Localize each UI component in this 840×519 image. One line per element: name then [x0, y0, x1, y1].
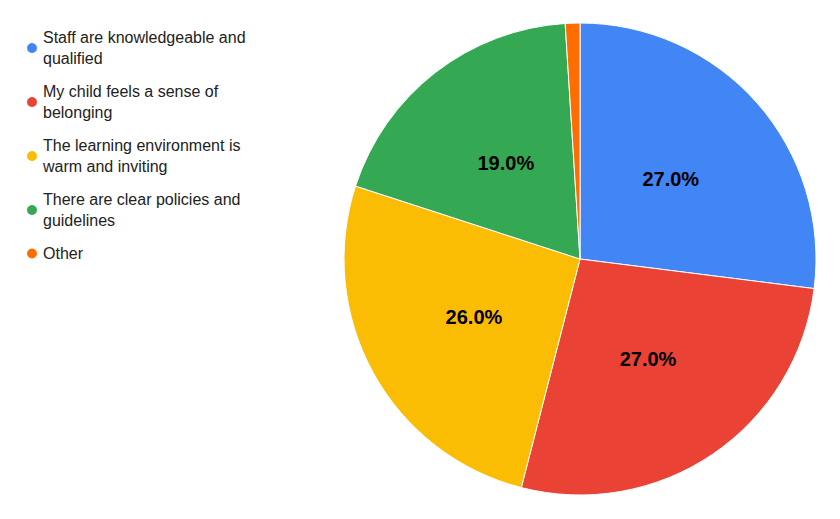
- svg-text:warm and inviting: warm and inviting: [42, 158, 168, 175]
- svg-text:My child feels a sense of: My child feels a sense of: [43, 83, 223, 100]
- svg-text:guidelines: guidelines: [43, 212, 115, 229]
- svg-text:19.0%: 19.0%: [477, 152, 534, 174]
- svg-text:Other: Other: [43, 245, 84, 262]
- svg-text:26.0%: 26.0%: [446, 306, 503, 328]
- svg-text:qualified: qualified: [43, 50, 103, 67]
- svg-text:There are clear policies and: There are clear policies and: [43, 191, 245, 208]
- svg-text:belonging: belonging: [43, 104, 112, 121]
- svg-text:27.0%: 27.0%: [642, 168, 699, 190]
- svg-text:27.0%: 27.0%: [620, 348, 677, 370]
- svg-text:Staff are knowledgeable and: Staff are knowledgeable and: [43, 29, 250, 46]
- svg-text:The learning environment is: The learning environment is: [43, 137, 245, 154]
